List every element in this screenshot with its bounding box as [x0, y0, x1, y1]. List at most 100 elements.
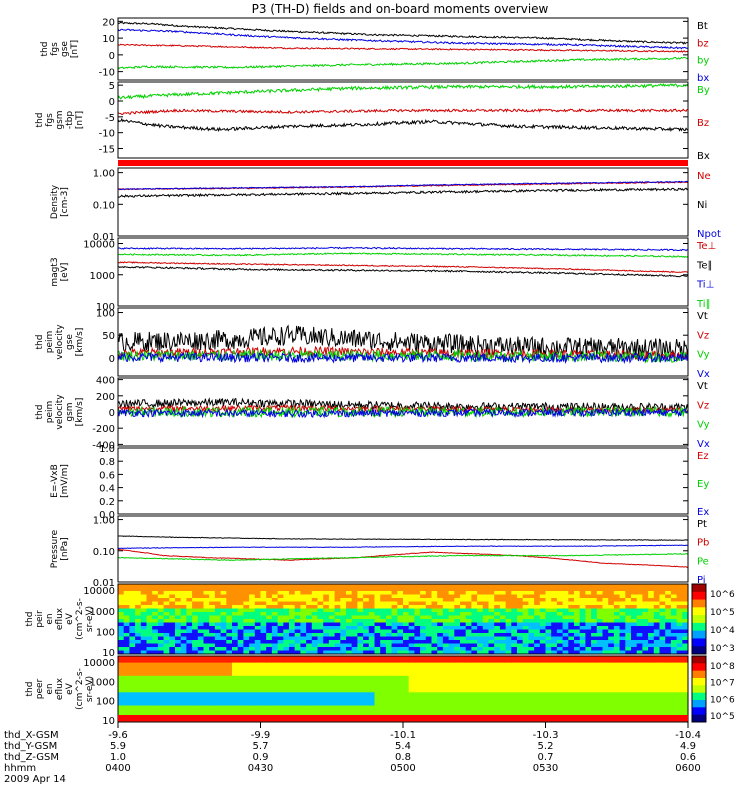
- heatmap-cell: [169, 682, 176, 687]
- heatmap-cell: [425, 612, 432, 616]
- heatmap-cell: [670, 626, 678, 630]
- heatmap-cell: [551, 698, 558, 703]
- heatmap-cell: [317, 584, 324, 588]
- heatmap-cell: [328, 692, 336, 697]
- heatmap-cell: [163, 612, 170, 616]
- heatmap-cell: [460, 622, 467, 627]
- heatmap-cell: [374, 608, 381, 613]
- heatmap-cell: [334, 647, 341, 651]
- heatmap-cell: [317, 605, 324, 609]
- heatmap-cell: [118, 643, 125, 648]
- heatmap-cell: [323, 650, 330, 655]
- heatmap-cell: [613, 636, 621, 641]
- heatmap-cell: [169, 633, 176, 637]
- heatmap-cell: [420, 647, 427, 651]
- heatmap-cell: [334, 584, 341, 588]
- legend-vel-gse-3: Vx: [697, 369, 710, 380]
- heatmap-cell: [220, 615, 227, 620]
- heatmap-cell: [517, 675, 524, 680]
- heatmap-cell: [568, 669, 575, 673]
- heatmap-cell: [220, 675, 227, 680]
- heatmap-cell: [465, 608, 472, 613]
- heatmap-cell: [420, 689, 427, 693]
- heatmap-cell: [397, 672, 404, 677]
- heatmap-cell: [556, 662, 564, 667]
- heatmap-cell: [613, 672, 621, 677]
- heatmap-cell: [289, 682, 296, 687]
- heatmap-cell: [249, 685, 256, 690]
- heatmap-cell: [631, 689, 638, 693]
- heatmap-cell: [494, 689, 501, 693]
- heatmap-cell: [300, 584, 307, 588]
- heatmap-cell: [602, 608, 609, 613]
- heatmap-cell: [488, 689, 495, 693]
- heatmap-cell: [306, 608, 313, 613]
- heatmap-cell: [283, 675, 290, 680]
- heatmap-cell: [135, 643, 142, 648]
- heatmap-cell: [568, 591, 575, 595]
- heatmap-cell: [619, 695, 626, 700]
- heatmap-cell: [385, 605, 393, 609]
- heatmap-cell: [579, 656, 586, 660]
- heatmap-cell: [602, 702, 609, 706]
- heatmap-cell: [648, 662, 655, 667]
- heatmap-cell: [653, 712, 660, 716]
- heatmap-cell: [562, 659, 569, 664]
- heatmap-cell: [471, 692, 478, 697]
- heatmap-cell: [306, 708, 313, 713]
- heatmap-cell: [619, 659, 626, 664]
- heatmap-cell: [448, 601, 455, 606]
- heatmap-cell: [186, 702, 193, 706]
- heatmap-cell: [482, 692, 489, 697]
- series-temps-1: [117, 265, 689, 278]
- heatmap-cell: [539, 643, 546, 648]
- heatmap-cell: [118, 650, 125, 655]
- heatmap-cell: [579, 698, 586, 703]
- heatmap-cell: [175, 643, 182, 648]
- heatmap-cell: [203, 636, 210, 641]
- ytick-label-efield: 0.8: [99, 457, 115, 468]
- heatmap-cell: [289, 643, 296, 648]
- heatmap-cell: [562, 675, 569, 680]
- heatmap-cell: [129, 591, 136, 595]
- heatmap-cell: [123, 643, 130, 648]
- heatmap-cell: [460, 608, 467, 613]
- heatmap-cell: [408, 615, 415, 620]
- heatmap-cell: [157, 619, 165, 623]
- heatmap-cell: [214, 650, 222, 655]
- heatmap-cell: [488, 695, 495, 700]
- heatmap-cell: [283, 633, 290, 637]
- heatmap-cell: [163, 702, 170, 706]
- heatmap-cell: [203, 659, 210, 664]
- heatmap-cell: [585, 659, 592, 664]
- heatmap-cell: [380, 656, 387, 660]
- heatmap-cell: [323, 612, 330, 616]
- heatmap-cell: [163, 629, 170, 634]
- xaxis-value: 0.9: [253, 752, 269, 763]
- heatmap-cell: [380, 695, 387, 700]
- heatmap-cell: [653, 587, 660, 592]
- heatmap-cell: [477, 708, 484, 713]
- heatmap-cell: [414, 650, 421, 655]
- heatmap-cell: [220, 640, 227, 644]
- heatmap-cell: [157, 679, 165, 683]
- heatmap-cell: [397, 640, 404, 644]
- heatmap-cell: [511, 643, 518, 648]
- heatmap-cell: [636, 633, 643, 637]
- heatmap-cell: [636, 619, 643, 623]
- heatmap-cell: [539, 626, 546, 630]
- series-vel-gsm-1: [117, 403, 689, 415]
- heatmap-cell: [197, 598, 204, 602]
- heatmap-cell: [602, 656, 609, 660]
- heatmap-cell: [448, 650, 455, 655]
- heatmap-cell: [214, 626, 222, 630]
- heatmap-cell: [499, 672, 507, 677]
- heatmap-cell: [254, 702, 261, 706]
- heatmap-cell: [397, 647, 404, 651]
- heatmap-cell: [152, 662, 159, 667]
- heatmap-cell: [289, 619, 296, 623]
- heatmap-cell: [636, 656, 643, 660]
- heatmap-cell: [328, 650, 336, 655]
- heatmap-cell: [300, 643, 307, 648]
- heatmap-cell: [323, 615, 330, 620]
